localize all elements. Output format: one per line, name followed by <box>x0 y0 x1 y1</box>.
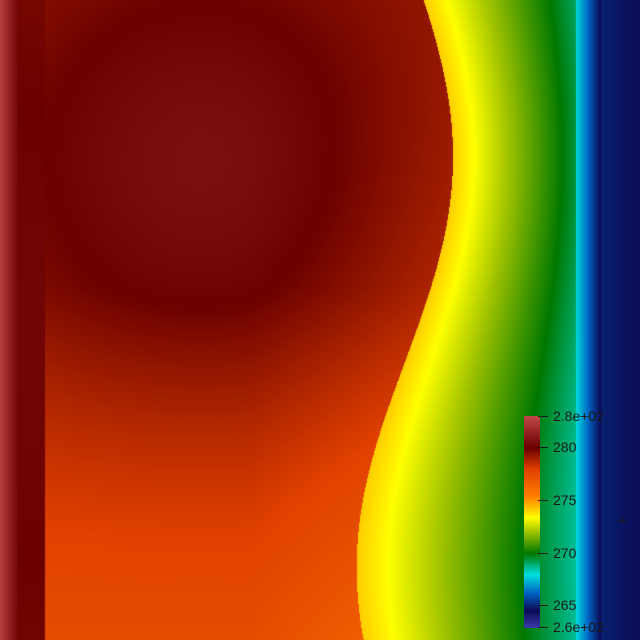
color-legend-label-max: 2.8e+02 <box>553 408 604 424</box>
color-legend-tick <box>538 627 548 628</box>
color-legend <box>524 416 540 628</box>
color-legend-label-270: 270 <box>553 545 577 561</box>
color-legend-label-275: 275 <box>553 492 577 508</box>
orientation-axis-marker <box>617 518 627 522</box>
color-legend-tick <box>538 416 548 417</box>
color-legend-label-265: 265 <box>553 597 577 613</box>
color-legend-label-min: 2.6e+02 <box>553 619 604 635</box>
color-legend-tick <box>538 553 548 554</box>
color-legend-label-280: 280 <box>553 439 577 455</box>
color-legend-tick <box>538 500 548 501</box>
color-legend-tick <box>538 605 548 606</box>
color-legend-ramp <box>524 416 540 628</box>
color-legend-tick <box>538 447 548 448</box>
